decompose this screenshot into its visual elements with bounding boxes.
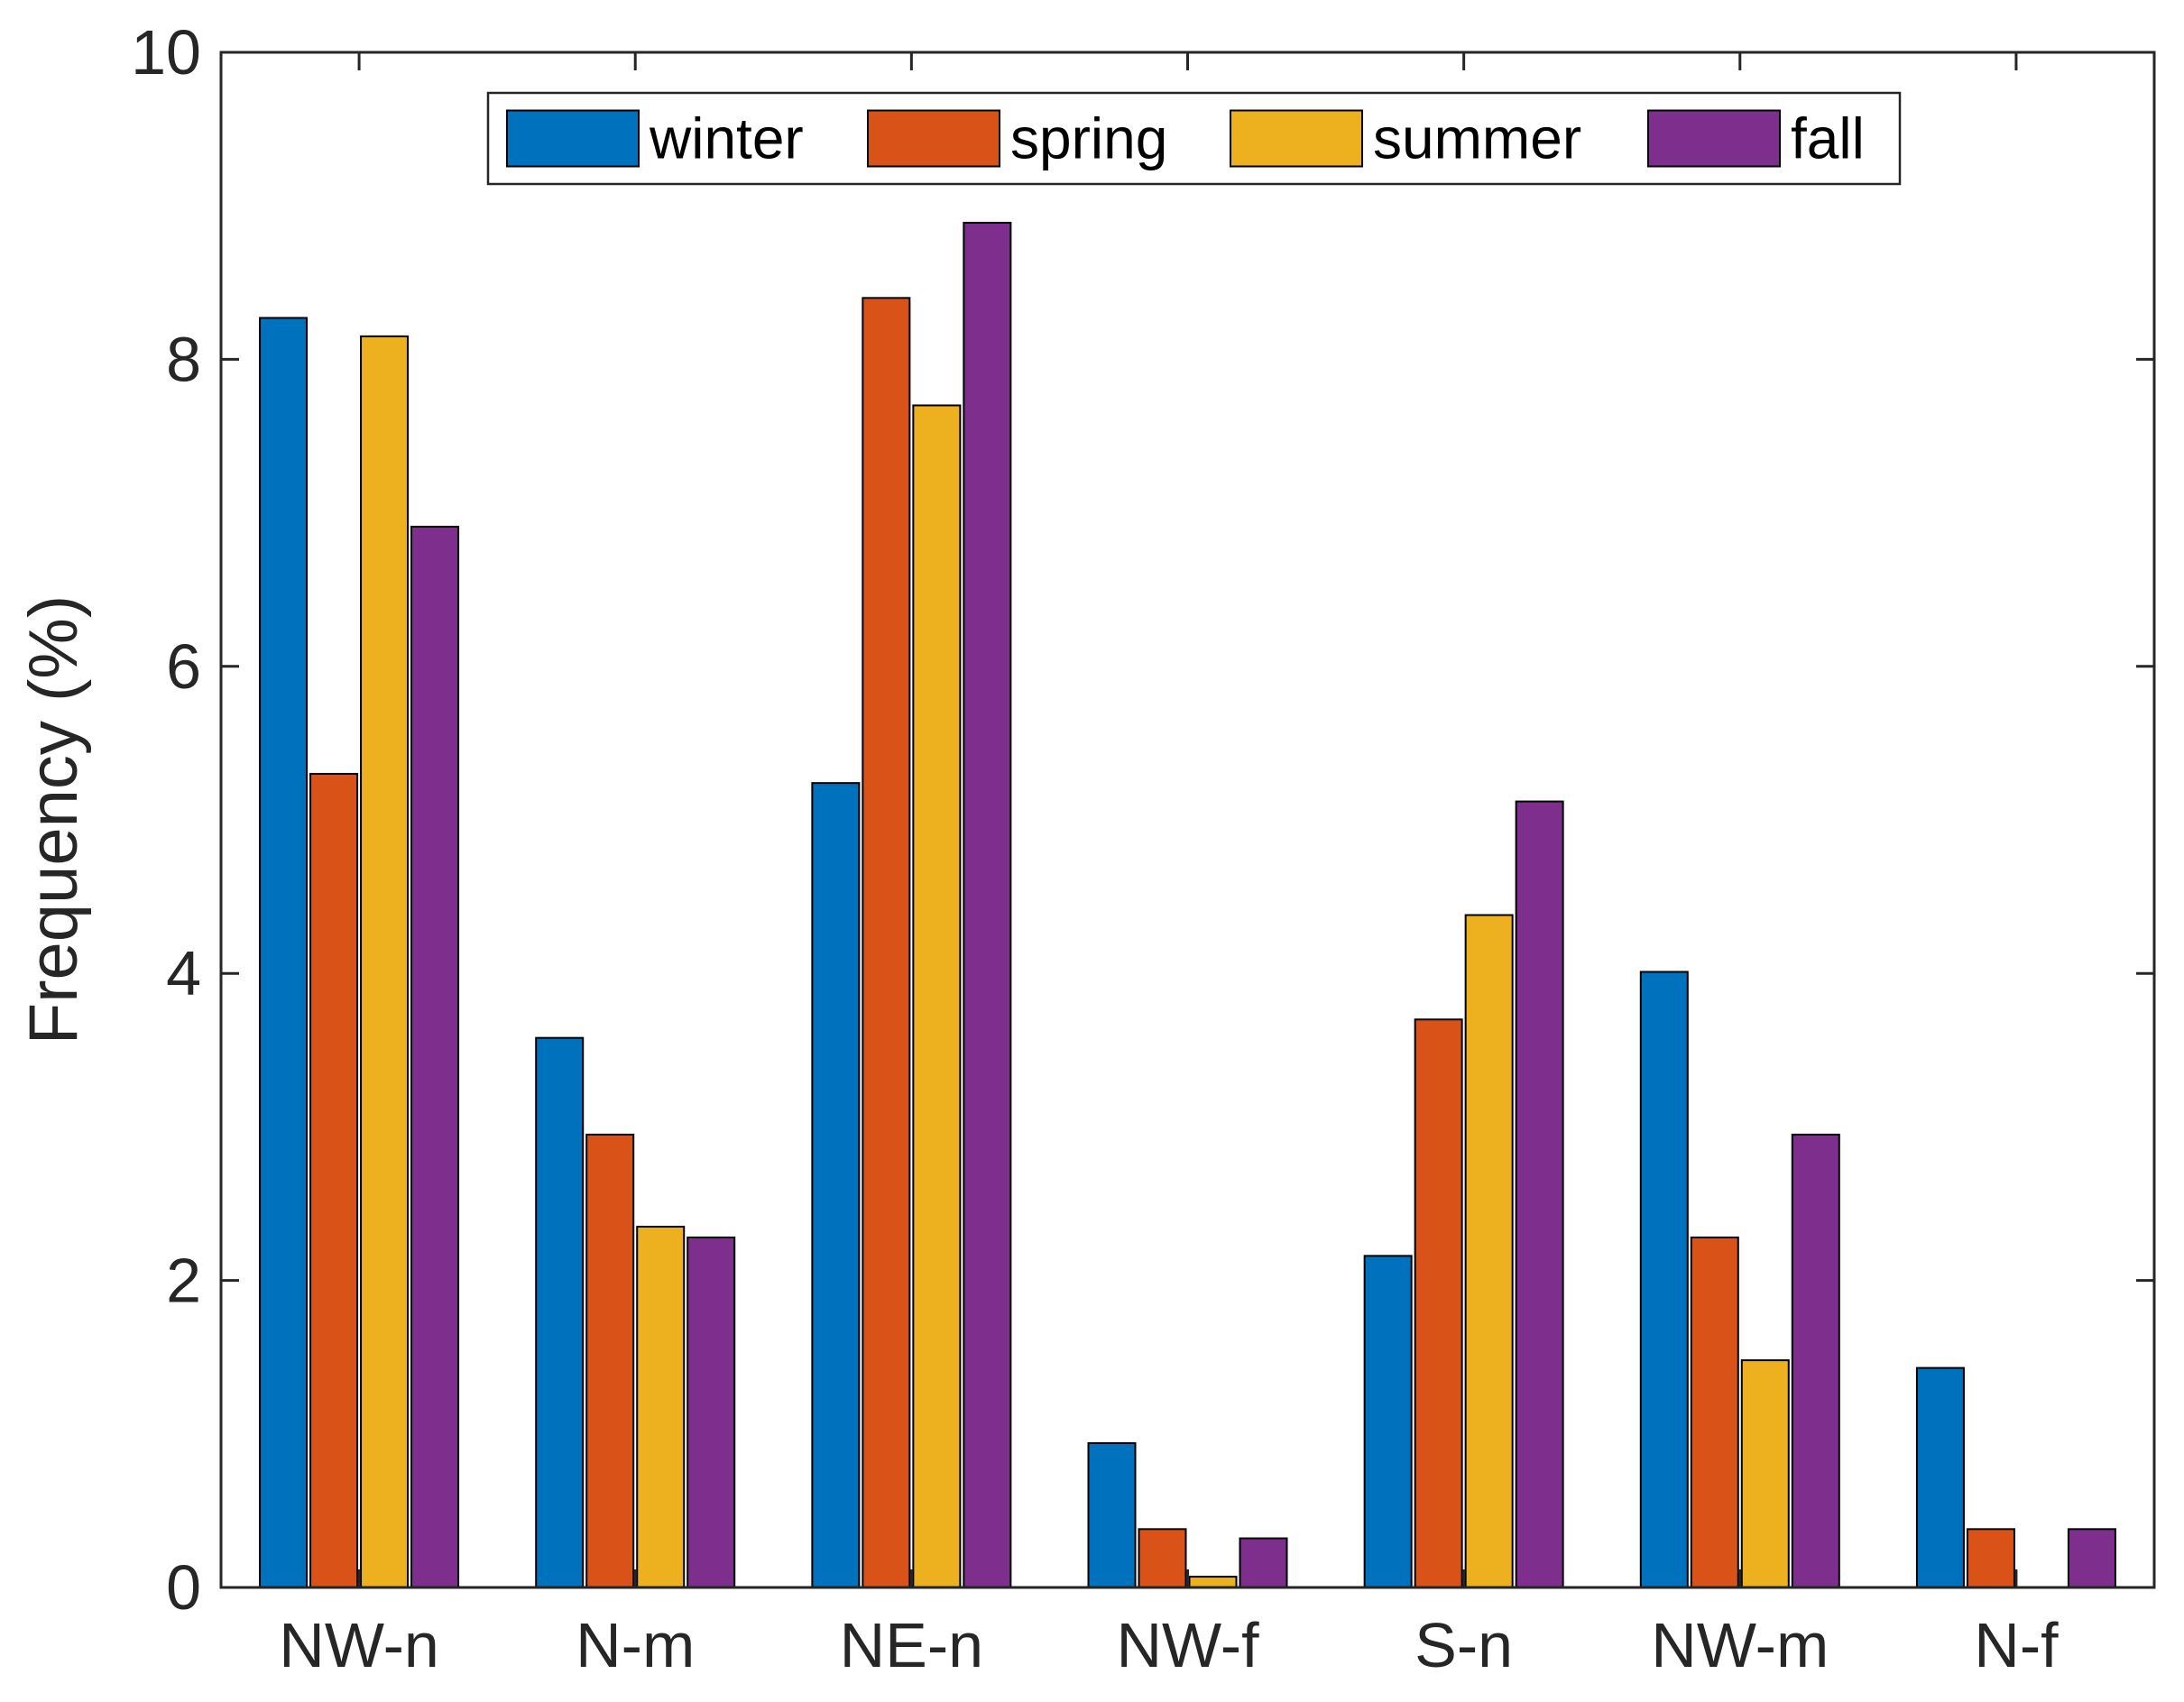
y-tick-label: 8: [166, 324, 201, 394]
x-tick-label-NW-f: NW-f: [1116, 1610, 1259, 1680]
y-tick-label: 0: [166, 1552, 201, 1623]
bar-fall-N-m: [687, 1236, 736, 1588]
x-tick-label-NE-n: NE-n: [840, 1610, 983, 1680]
bar-summer-S-n: [1464, 914, 1514, 1588]
y-tick-label: 6: [166, 631, 201, 702]
x-tick-label-NW-m: NW-m: [1651, 1610, 1829, 1680]
legend-label-fall: fall: [1791, 106, 1865, 171]
x-tick-label-N-m: N-m: [576, 1610, 695, 1680]
y-tick-label: 2: [166, 1246, 201, 1316]
bar-winter-S-n: [1363, 1255, 1413, 1589]
bar-fall-NW-m: [1791, 1133, 1840, 1589]
bar-spring-S-n: [1414, 1018, 1463, 1588]
ticks-layer: [221, 51, 2154, 1589]
bar-fall-NW-n: [410, 525, 460, 1589]
bar-winter-NW-f: [1087, 1442, 1137, 1588]
plot-frame: [219, 51, 2156, 1589]
legend-swatch-winter: [506, 109, 640, 168]
bar-fall-NE-n: [963, 221, 1012, 1588]
bar-spring-N-f: [1966, 1528, 2015, 1588]
bar-winter-NW-m: [1639, 971, 1689, 1589]
bar-summer-N-m: [636, 1226, 686, 1589]
bar-fall-S-n: [1515, 800, 1564, 1588]
legend-swatch-fall: [1647, 109, 1781, 168]
bar-summer-NW-m: [1740, 1359, 1790, 1588]
bar-winter-N-m: [535, 1036, 585, 1588]
legend-swatch-summer: [1230, 109, 1363, 168]
bar-spring-N-m: [585, 1133, 635, 1589]
bar-winter-NE-n: [811, 782, 861, 1588]
legend-label-spring: spring: [1010, 106, 1167, 171]
y-tick-label: 10: [131, 17, 201, 87]
bar-fall-N-f: [2067, 1528, 2116, 1588]
y-tick-label: 4: [166, 938, 201, 1008]
bar-summer-NE-n: [912, 404, 962, 1589]
x-tick-label-N-f: N-f: [1974, 1610, 2059, 1680]
bar-spring-NW-m: [1690, 1236, 1739, 1588]
bar-spring-NE-n: [862, 297, 911, 1589]
bar-summer-NW-n: [360, 335, 410, 1588]
legend-label-summer: summer: [1373, 106, 1581, 171]
bar-winter-NW-n: [259, 317, 309, 1588]
x-tick-label-S-n: S-n: [1415, 1610, 1513, 1680]
legend-label-winter: winter: [649, 106, 804, 171]
bar-spring-NW-f: [1138, 1528, 1187, 1588]
y-axis-title: Frequency (%): [15, 595, 92, 1044]
legend-box: [486, 91, 1902, 186]
legend: winter spring summer fall: [486, 91, 1902, 186]
labels-layer: 0 2 4 6 8 10 NW-n N-m NE-n NW-f S-n NW-m N-f: [131, 17, 2059, 1680]
bar-fall-NW-f: [1239, 1537, 1288, 1589]
legend-swatch-spring: [867, 109, 1000, 168]
bar-summer-NW-f: [1188, 1576, 1238, 1589]
bar-winter-N-f: [1915, 1366, 1965, 1589]
bar-spring-NW-n: [309, 772, 359, 1588]
bars-layer: [259, 221, 2116, 1589]
x-tick-label-NW-n: NW-n: [279, 1610, 439, 1680]
